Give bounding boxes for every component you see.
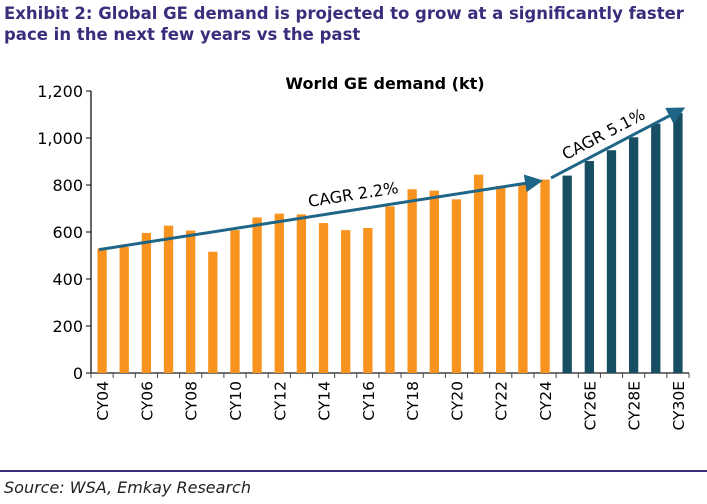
bar-CY24 (540, 179, 550, 373)
y-tick-label: 600 (52, 223, 83, 242)
bar-CY25E (562, 175, 572, 373)
bar-CY04 (97, 248, 107, 373)
x-tick-label: CY14 (316, 381, 334, 421)
source-note: Source: WSA, Emkay Research (4, 478, 251, 497)
y-tick-label: 1,200 (37, 82, 83, 101)
bar-CY13 (296, 214, 307, 373)
bar-CY08 (186, 230, 196, 373)
bar-CY20 (451, 199, 462, 373)
bar-CY10 (230, 230, 240, 373)
bar-CY27E (606, 150, 617, 373)
cagr-arrow (98, 174, 543, 252)
bar-CY30E (673, 113, 683, 373)
bar-CY07 (163, 225, 174, 373)
bar-CY22 (496, 185, 506, 373)
bar-CY28E (628, 137, 639, 373)
bar-chart: World GE demand (kt) 0 200 400 600 800 1,000 1,… (37, 74, 690, 431)
x-tick-label: CY28E (626, 381, 644, 431)
x-tick-label: CY30E (670, 381, 688, 431)
x-tick-label: CY24 (537, 381, 555, 421)
y-tick-label: 400 (52, 270, 83, 289)
x-tick-label: CY16 (360, 381, 378, 421)
bar-CY09 (208, 251, 218, 373)
exhibit-title: Exhibit 2: Global GE demand is projected… (4, 4, 684, 44)
x-tick-label: CY20 (448, 381, 466, 421)
bar-CY06 (141, 232, 152, 373)
x-tick-label: CY12 (271, 381, 289, 421)
bar-CY18 (407, 189, 417, 373)
y-tick-label: 1,000 (37, 129, 83, 148)
x-tick-label: CY22 (493, 381, 511, 421)
bar-CY17 (385, 206, 395, 373)
bar-CY11 (252, 217, 262, 373)
x-tick-label: CY26E (581, 381, 599, 431)
x-tick-label: CY08 (183, 381, 201, 421)
bar-CY29E (651, 123, 661, 373)
bar-CY26E (584, 161, 594, 373)
x-tick-label: CY06 (138, 381, 156, 421)
bar-CY12 (274, 213, 284, 373)
bar-CY16 (363, 228, 373, 373)
bar-CY14 (318, 223, 329, 373)
divider (0, 470, 707, 472)
chart-title: World GE demand (kt) (285, 74, 484, 93)
bar-CY21 (473, 174, 484, 373)
y-tick-label: 200 (52, 317, 83, 336)
cagr-arrow (550, 107, 686, 180)
y-tick-label: 0 (73, 364, 83, 383)
x-tick-label: CY04 (94, 381, 112, 421)
bar-CY19 (429, 190, 439, 373)
x-tick-label: CY10 (227, 381, 245, 421)
y-tick-label: 800 (52, 176, 83, 195)
bar-CY23 (518, 183, 528, 373)
bar-CY15 (341, 230, 351, 373)
bar-CY05 (119, 247, 129, 373)
x-tick-label: CY18 (404, 381, 422, 421)
